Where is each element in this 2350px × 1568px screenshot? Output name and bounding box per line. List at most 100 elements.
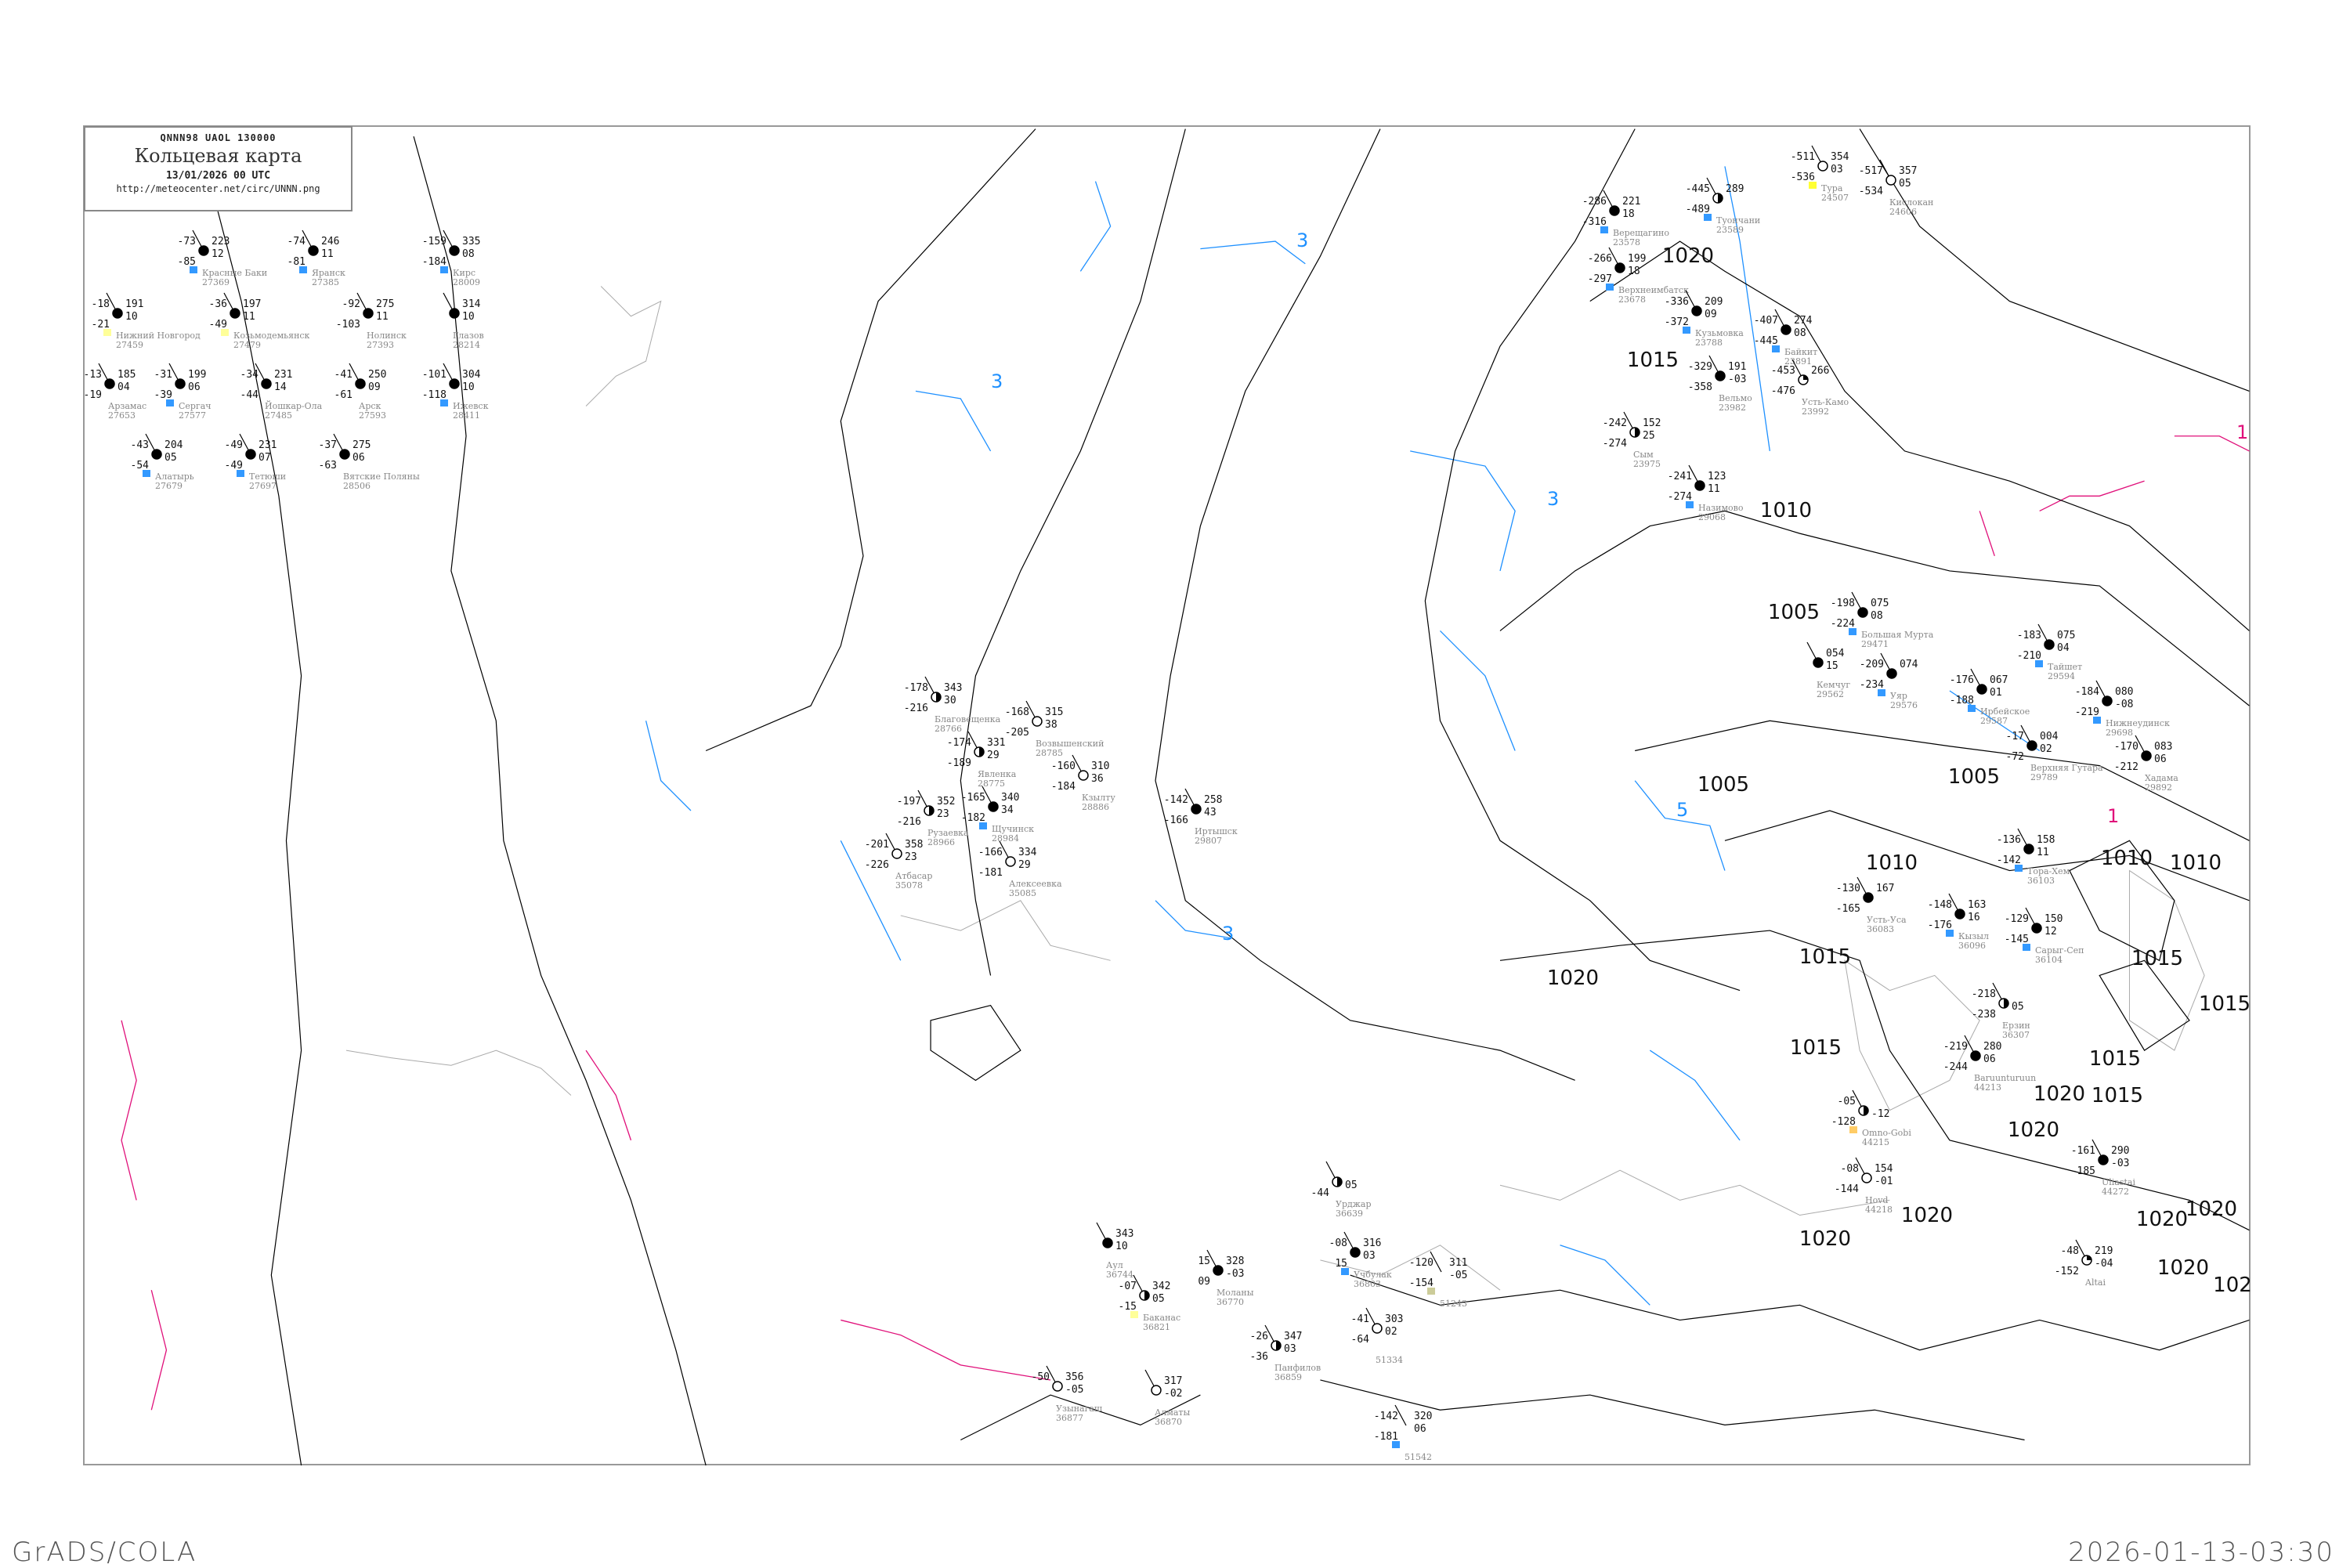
dew-point: -219 [2075, 706, 2099, 718]
station-name: Кузьмовка [1695, 328, 1744, 338]
station-name: Хадама [2145, 773, 2178, 783]
station-name: Аул [1106, 1260, 1123, 1270]
pressure: 167 [1876, 883, 1894, 894]
cloud-cover-icon [1970, 1050, 1981, 1061]
pressure-tendency: 11 [2037, 847, 2049, 858]
precip-marker-icon [1849, 1126, 1857, 1133]
cloud-cover-icon [449, 308, 460, 319]
air-temperature: -49 [225, 439, 243, 451]
station-name: Верхняя Гутара [2030, 763, 2103, 773]
air-temperature: 15 [1198, 1255, 1210, 1267]
station-51243: -120 -154 311-05 51243 [1409, 1251, 1467, 1309]
pressure-tendency: 23 [937, 808, 949, 820]
dew-point: -44 [240, 389, 259, 401]
pressure-tendency: 36 [1091, 773, 1104, 785]
dew-point: -165 [1836, 903, 1860, 915]
wind-barb-icon [1394, 1404, 1407, 1426]
pressure: 342 [1152, 1281, 1170, 1292]
station-name: Верхнеимбатск [1618, 285, 1689, 295]
cloud-cover-icon [1861, 1172, 1872, 1183]
precip-marker-icon [143, 470, 150, 477]
isobar-label: 1020 [2157, 1256, 2209, 1280]
air-temperature: -17 [2006, 731, 2024, 742]
isobar-label: 1005 [1768, 601, 1820, 624]
pressure: 163 [1968, 899, 1986, 911]
pressure: 316 [1363, 1237, 1381, 1249]
air-temperature: -329 [1688, 361, 1712, 373]
pressure-tendency: -08 [2115, 699, 2133, 710]
isobars [197, 129, 2250, 1465]
dew-point: -224 [1831, 618, 1855, 630]
air-temperature: -05 [1838, 1096, 1856, 1107]
air-temperature: -266 [1588, 253, 1612, 265]
air-temperature: -453 [1771, 365, 1795, 377]
isobar-label: 1010 [1760, 499, 1812, 522]
footer-software: GrADS/COLA [12, 1537, 197, 1568]
station-id: 29562 [1817, 689, 1844, 699]
dew-point: -61 [334, 389, 352, 401]
station-id: 23578 [1613, 237, 1640, 247]
air-temperature: -148 [1928, 899, 1952, 911]
station-name: Большая Мурта [1861, 630, 1934, 640]
station-id: 27679 [155, 481, 183, 491]
pressure-tendency: 06 [188, 381, 201, 393]
station-id: 35085 [1009, 888, 1036, 898]
pressure: 191 [1728, 361, 1746, 373]
air-temperature: -165 [961, 792, 985, 804]
station-name: Сым [1633, 450, 1654, 460]
cloud-cover-half-icon [1864, 1106, 1868, 1115]
station-id: 36870 [1155, 1417, 1182, 1427]
pressure: 328 [1226, 1255, 1244, 1267]
cloud-cover-icon [2102, 695, 2113, 706]
pressure-tendency: 10 [462, 311, 475, 323]
station-id: 28506 [343, 481, 371, 491]
pressure: 123 [1708, 471, 1726, 482]
cloud-cover-icon [112, 308, 123, 319]
dew-point: -189 [947, 757, 971, 769]
dew-point: -44 [1311, 1187, 1330, 1199]
dew-point: -476 [1771, 385, 1795, 397]
station-id: 44218 [1865, 1205, 1893, 1215]
dew-point: -316 [1582, 216, 1607, 228]
pressure-tendency: 05 [1152, 1293, 1165, 1305]
dew-point: -181 [1374, 1431, 1398, 1443]
station-name: Байкит [1784, 347, 1817, 357]
precip-marker-icon [2023, 944, 2030, 951]
precip-marker-icon [979, 822, 987, 829]
station-name: Благовещенка [935, 714, 1001, 724]
station-id: 36639 [1336, 1209, 1363, 1219]
pressure: 347 [1284, 1331, 1302, 1342]
cloud-cover-icon [308, 245, 319, 256]
pressure-tendency: 06 [352, 452, 365, 464]
pressure: 311 [1449, 1257, 1467, 1269]
isobar-label: 1015 [2131, 947, 2183, 970]
air-temperature: -73 [178, 236, 196, 247]
dew-point: -188 [1950, 695, 1974, 706]
station-id: 29587 [1980, 716, 2008, 726]
pressure-tendency: 05 [1345, 1180, 1358, 1191]
air-temperature: -161 [2071, 1145, 2095, 1157]
pressure-tendency: 03 [1363, 1250, 1376, 1262]
air-temperature: -43 [131, 439, 149, 451]
precip-marker-icon [1878, 689, 1885, 696]
precip-marker-icon [237, 470, 244, 477]
station-id: 23982 [1719, 403, 1746, 413]
dew-point: -54 [131, 460, 150, 471]
dew-point: -212 [2114, 761, 2138, 773]
pressure: 231 [274, 369, 292, 381]
cloud-cover-icon [1350, 1247, 1361, 1258]
pressure: 334 [1018, 847, 1037, 858]
